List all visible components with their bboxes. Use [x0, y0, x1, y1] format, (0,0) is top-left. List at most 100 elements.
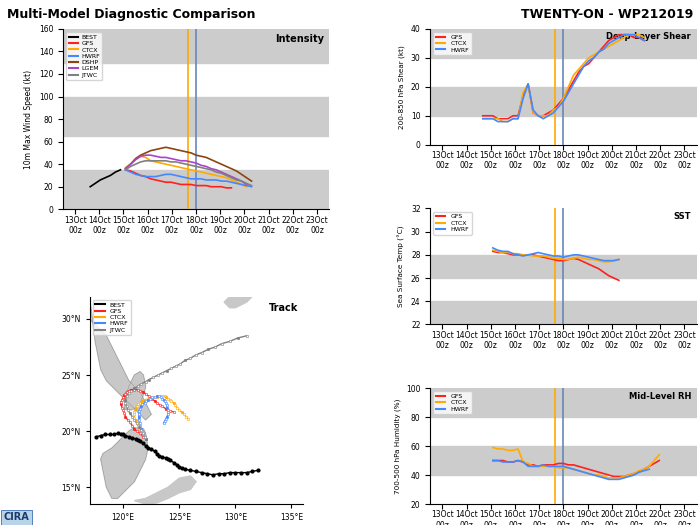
CTCX	[489, 116, 497, 122]
CTCX	[605, 259, 613, 265]
Legend: GFS, CTCX, HWRF: GFS, CTCX, HWRF	[433, 32, 472, 55]
HWRF	[584, 254, 593, 260]
CTCX	[580, 255, 588, 261]
CTCX	[549, 255, 557, 261]
DSHP	[152, 146, 160, 153]
GFS	[504, 116, 512, 122]
LGEM	[242, 181, 251, 187]
CTCX	[635, 32, 643, 38]
GFS	[132, 170, 140, 176]
HWRF	[635, 469, 643, 475]
HWRF	[127, 169, 135, 175]
CTCX	[645, 463, 653, 469]
CTCX	[494, 116, 502, 122]
CTCX	[197, 169, 205, 175]
LGEM	[228, 173, 236, 180]
LGEM	[212, 166, 220, 173]
BEST	[86, 184, 94, 190]
Polygon shape	[134, 476, 196, 504]
CTCX	[529, 253, 538, 259]
CTCX	[615, 475, 623, 481]
GFS	[580, 259, 588, 265]
GFS	[182, 181, 190, 187]
GFS	[549, 107, 557, 113]
CTCX	[539, 113, 547, 119]
GFS	[635, 35, 643, 41]
Line: DSHP: DSHP	[125, 147, 251, 181]
JTWC	[228, 174, 236, 181]
CTCX	[489, 247, 497, 254]
DSHP	[146, 148, 155, 154]
GFS	[569, 78, 577, 84]
GFS	[519, 459, 527, 465]
Polygon shape	[101, 428, 148, 498]
LGEM	[157, 154, 165, 161]
GFS	[544, 255, 552, 261]
HWRF	[498, 459, 507, 465]
GFS	[207, 184, 216, 190]
HWRF	[580, 64, 588, 70]
JTWC	[247, 183, 256, 189]
CTCX	[192, 168, 200, 174]
HWRF	[534, 249, 542, 256]
JTWC	[121, 166, 130, 173]
CTCX	[549, 107, 557, 113]
GFS	[640, 37, 648, 44]
HWRF	[197, 176, 205, 182]
LGEM	[152, 153, 160, 160]
GFS	[624, 32, 633, 38]
GFS	[615, 32, 623, 38]
HWRF	[564, 253, 573, 259]
CTCX	[554, 465, 563, 471]
CTCX	[569, 466, 577, 472]
GFS	[640, 466, 648, 472]
DSHP	[167, 145, 175, 152]
JTWC	[232, 177, 241, 183]
GFS	[202, 183, 211, 189]
Line: HWRF: HWRF	[493, 460, 649, 479]
CTCX	[539, 253, 547, 259]
HWRF	[242, 183, 251, 189]
HWRF	[610, 37, 618, 44]
HWRF	[136, 172, 145, 179]
GFS	[564, 87, 573, 93]
HWRF	[484, 116, 492, 122]
CTCX	[610, 40, 618, 47]
JTWC	[217, 170, 225, 176]
CTCX	[222, 174, 230, 181]
DSHP	[247, 178, 256, 184]
HWRF	[509, 459, 517, 465]
CTCX	[146, 158, 155, 164]
Line: CTCX: CTCX	[493, 250, 619, 262]
HWRF	[615, 476, 623, 482]
CTCX	[655, 452, 664, 458]
BEST	[96, 177, 104, 183]
CTCX	[136, 153, 145, 160]
GFS	[569, 255, 577, 261]
HWRF	[569, 466, 577, 472]
HWRF	[494, 119, 502, 125]
GFS	[580, 64, 588, 70]
GFS	[549, 256, 557, 262]
HWRF	[635, 35, 643, 41]
HWRF	[574, 468, 582, 474]
JTWC	[132, 161, 140, 167]
GFS	[584, 261, 593, 267]
CTCX	[584, 256, 593, 262]
CTCX	[539, 463, 547, 469]
Bar	[430, 301, 696, 324]
LGEM	[197, 162, 205, 169]
CTCX	[232, 179, 241, 185]
JTWC	[222, 172, 230, 179]
GFS	[559, 257, 568, 264]
HWRF	[559, 463, 568, 469]
CTCX	[177, 164, 186, 171]
HWRF	[564, 89, 573, 96]
DSHP	[242, 174, 251, 181]
CTCX	[529, 110, 538, 116]
HWRF	[539, 462, 547, 468]
GFS	[162, 179, 170, 185]
JTWC	[202, 165, 211, 172]
Line: CTCX: CTCX	[125, 156, 246, 187]
GFS	[141, 173, 150, 180]
